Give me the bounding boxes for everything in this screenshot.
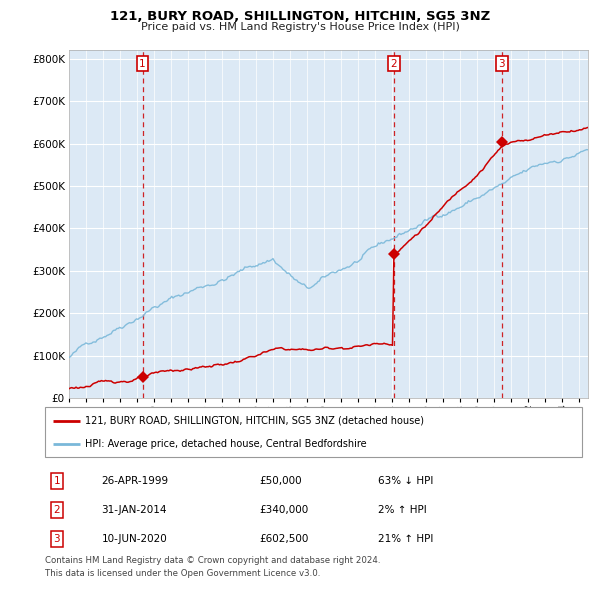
Text: 1: 1 xyxy=(139,59,146,69)
Text: 10-JUN-2020: 10-JUN-2020 xyxy=(101,535,167,544)
Text: 3: 3 xyxy=(53,535,60,544)
Text: £602,500: £602,500 xyxy=(260,535,309,544)
Text: 1: 1 xyxy=(53,476,60,486)
Text: 31-JAN-2014: 31-JAN-2014 xyxy=(101,505,167,515)
Text: 3: 3 xyxy=(499,59,505,69)
Text: Price paid vs. HM Land Registry's House Price Index (HPI): Price paid vs. HM Land Registry's House … xyxy=(140,22,460,32)
Text: This data is licensed under the Open Government Licence v3.0.: This data is licensed under the Open Gov… xyxy=(45,569,320,578)
Text: 2: 2 xyxy=(391,59,397,69)
Text: 21% ↑ HPI: 21% ↑ HPI xyxy=(378,535,433,544)
Text: 121, BURY ROAD, SHILLINGTON, HITCHIN, SG5 3NZ: 121, BURY ROAD, SHILLINGTON, HITCHIN, SG… xyxy=(110,10,490,23)
Text: £50,000: £50,000 xyxy=(260,476,302,486)
Text: 121, BURY ROAD, SHILLINGTON, HITCHIN, SG5 3NZ (detached house): 121, BURY ROAD, SHILLINGTON, HITCHIN, SG… xyxy=(85,415,424,425)
Text: 2: 2 xyxy=(53,505,60,515)
Text: 26-APR-1999: 26-APR-1999 xyxy=(101,476,169,486)
Text: £340,000: £340,000 xyxy=(260,505,309,515)
Text: HPI: Average price, detached house, Central Bedfordshire: HPI: Average price, detached house, Cent… xyxy=(85,439,367,449)
Text: 63% ↓ HPI: 63% ↓ HPI xyxy=(378,476,433,486)
Text: 2% ↑ HPI: 2% ↑ HPI xyxy=(378,505,427,515)
Text: Contains HM Land Registry data © Crown copyright and database right 2024.: Contains HM Land Registry data © Crown c… xyxy=(45,556,380,565)
